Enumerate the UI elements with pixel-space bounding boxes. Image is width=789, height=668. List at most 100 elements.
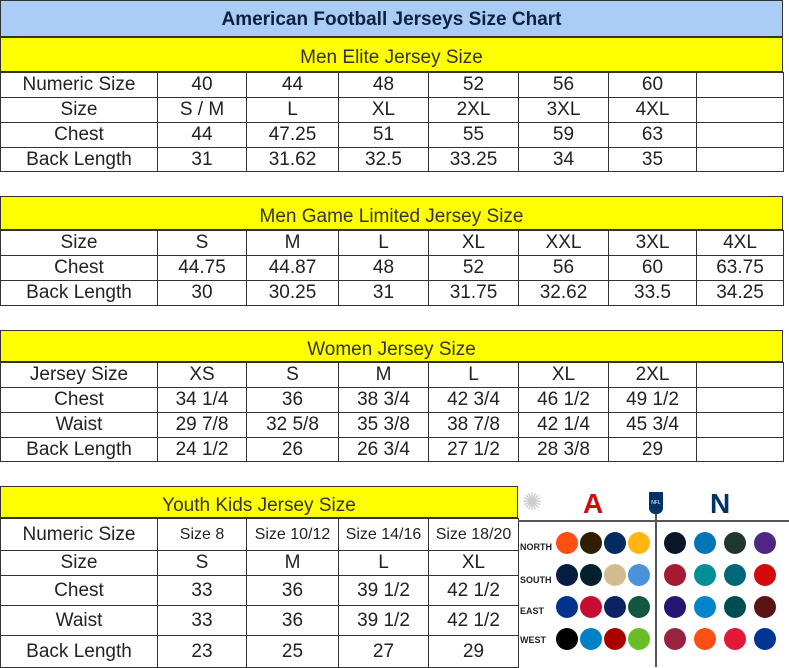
table-cell: 4XL xyxy=(608,97,697,123)
table-cell xyxy=(696,147,784,172)
team-logo-icon xyxy=(724,564,746,586)
table-cell: Size 10/12 xyxy=(246,518,339,551)
row-label: Waist xyxy=(0,412,158,438)
table-row: Chest 33 36 39 1/2 42 1/2 xyxy=(0,575,519,606)
star-icon: ✺ xyxy=(522,489,543,516)
table-cell: 44.87 xyxy=(246,255,339,281)
table-cell: 31.75 xyxy=(428,280,519,306)
table-cell: 36 xyxy=(246,605,339,636)
table-cell: 33.5 xyxy=(608,280,697,306)
table-cell: 42 1/2 xyxy=(428,605,519,636)
afc-logo: A xyxy=(583,488,604,519)
table-cell: 38 3/4 xyxy=(338,387,429,413)
row-label: Back Length xyxy=(0,280,158,306)
table-cell: L xyxy=(338,550,429,576)
row-label: Size xyxy=(0,230,158,256)
row-label: Back Length xyxy=(0,437,158,462)
table-cell: 25 xyxy=(246,635,339,668)
team-logo-icon xyxy=(754,596,776,618)
table-row: Jersey Size XS S M L XL 2XL xyxy=(0,362,784,388)
table-cell: 34.25 xyxy=(696,280,784,306)
table-row: Back Length 31 31.62 32.5 33.25 34 35 xyxy=(0,147,784,172)
table-cell: 40 xyxy=(157,72,247,98)
table-cell: 35 xyxy=(608,147,697,172)
table-cell: S xyxy=(246,362,339,388)
row-label: Size xyxy=(0,550,158,576)
row-label: Back Length xyxy=(0,147,158,172)
table-cell: 60 xyxy=(608,72,697,98)
table-cell: 29 7/8 xyxy=(157,412,247,438)
table-cell: 49 1/2 xyxy=(608,387,697,413)
team-logo-icon xyxy=(604,564,626,586)
team-logo-icon xyxy=(580,532,602,554)
table-cell: 55 xyxy=(428,122,519,148)
table-cell: XL xyxy=(428,230,519,256)
team-logo-icon xyxy=(664,564,686,586)
table-cell: M xyxy=(338,362,429,388)
team-logo-icon xyxy=(604,532,626,554)
table-row: Size S M L XL XXL 3XL 4XL xyxy=(0,230,784,256)
row-label: Numeric Size xyxy=(0,72,158,98)
table-cell: 33 xyxy=(157,575,247,606)
table-cell: 46 1/2 xyxy=(518,387,609,413)
row-label: Chest xyxy=(0,255,158,281)
team-logo-icon xyxy=(724,532,746,554)
table-row: Chest 44 47.25 51 55 59 63 xyxy=(0,122,784,148)
table-cell: 36 xyxy=(246,387,339,413)
team-logo-icon xyxy=(724,596,746,618)
nfl-logo: NFL xyxy=(649,492,663,514)
table-cell: S xyxy=(157,550,247,576)
table-cell: 52 xyxy=(428,72,519,98)
table-cell xyxy=(696,72,784,98)
table-row: Waist 33 36 39 1/2 42 1/2 xyxy=(0,605,519,636)
table-row: Back Length 24 1/2 26 26 3/4 27 1/2 28 3/8 29 xyxy=(0,437,784,462)
table-cell: 34 xyxy=(518,147,609,172)
table-cell: XL xyxy=(338,97,429,123)
table-cell: 27 1/2 xyxy=(428,437,519,462)
youth-table: Numeric Size Size 8 Size 10/12 Size 14/16 Si… xyxy=(0,518,519,668)
table-cell: 3XL xyxy=(608,230,697,256)
table-row: Size S / M L XL 2XL 3XL 4XL xyxy=(0,97,784,123)
table-cell: 44.75 xyxy=(157,255,247,281)
division-west: WEST xyxy=(520,635,546,645)
table-cell: 32.62 xyxy=(518,280,609,306)
table-cell: XXL xyxy=(518,230,609,256)
table-cell: M xyxy=(246,550,339,576)
table-cell: 44 xyxy=(157,122,247,148)
team-logo-icon xyxy=(580,628,602,650)
table-cell: L xyxy=(338,230,429,256)
table-row: Numeric Size Size 8 Size 10/12 Size 14/16 Si… xyxy=(0,518,519,551)
team-logo-icon xyxy=(628,596,650,618)
table-cell: 29 xyxy=(608,437,697,462)
table-cell xyxy=(696,387,784,413)
team-logo-icon xyxy=(556,596,578,618)
table-row: Back Length 23 25 27 29 xyxy=(0,635,519,668)
women-table: Jersey Size XS S M L XL 2XL Chest 34 1/4 36 38 3/4… xyxy=(0,362,784,462)
table-cell: 23 xyxy=(157,635,247,668)
team-logo-icon xyxy=(754,532,776,554)
table-cell: 63 xyxy=(608,122,697,148)
team-logo-icon xyxy=(580,564,602,586)
team-logo-icon xyxy=(724,628,746,650)
table-cell: XL xyxy=(518,362,609,388)
table-cell: 51 xyxy=(338,122,429,148)
table-cell: 59 xyxy=(518,122,609,148)
table-cell: 2XL xyxy=(608,362,697,388)
team-logo-icon xyxy=(664,596,686,618)
team-logo-icon xyxy=(628,628,650,650)
table-cell: 45 3/4 xyxy=(608,412,697,438)
men-elite-heading: Men Elite Jersey Size xyxy=(0,37,783,72)
table-cell: Size 8 xyxy=(157,518,247,551)
chart-title: American Football Jerseys Size Chart xyxy=(0,0,783,37)
women-heading: Women Jersey Size xyxy=(0,330,783,362)
table-cell: 56 xyxy=(518,72,609,98)
table-cell: 35 3/8 xyxy=(338,412,429,438)
team-logo-icon xyxy=(694,532,716,554)
table-cell: XS xyxy=(157,362,247,388)
nfl-team-logos: ✺ A NFL N NORTH SOUTH EAST WEST xyxy=(518,486,789,667)
table-cell: 4XL xyxy=(696,230,784,256)
row-label: Size xyxy=(0,97,158,123)
table-cell: 42 3/4 xyxy=(428,387,519,413)
table-cell: 28 3/8 xyxy=(518,437,609,462)
table-cell: 26 3/4 xyxy=(338,437,429,462)
